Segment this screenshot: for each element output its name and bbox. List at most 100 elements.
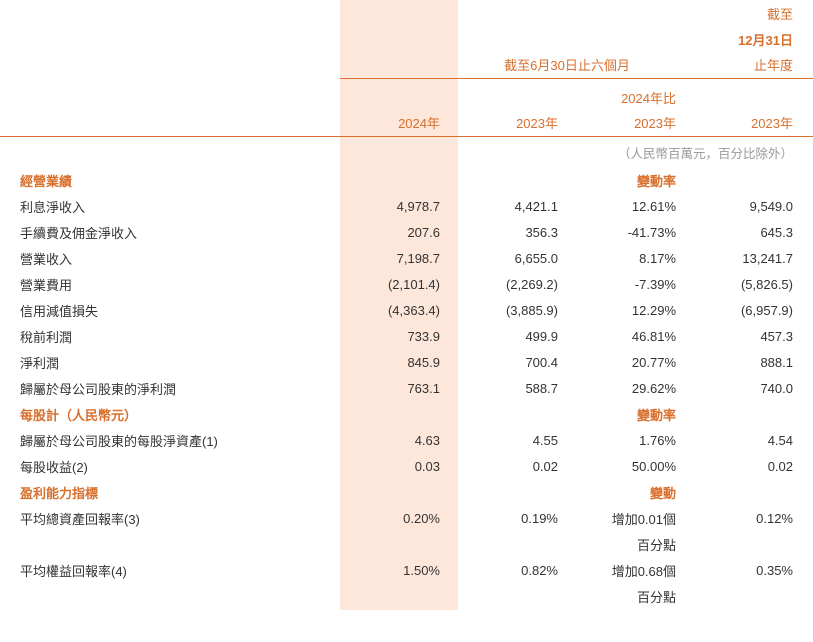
row-c4: 645.3 [694,220,813,246]
row-label: 利息淨收入 [0,194,340,220]
header-row-4: 2024年比 [0,84,813,110]
header-row-3: 截至6月30日止六個月 止年度 [0,52,813,78]
row-label: 歸屬於母公司股東的每股淨資產(1) [0,428,340,454]
row-c1: 4,978.7 [340,194,458,220]
row-c1: 7,198.7 [340,246,458,272]
table-row: 稅前利潤 733.9 499.9 46.81% 457.3 [0,324,813,350]
year-end-header-line2: 12月31日 [694,26,813,52]
row-c2: 4,421.1 [458,194,576,220]
row-label: 稅前利潤 [0,324,340,350]
row-c2: (3,885.9) [458,298,576,324]
row-c4: 13,241.7 [694,246,813,272]
section1-header-row: 經營業績 變動率 [0,168,813,194]
row-c4: 9,549.0 [694,194,813,220]
col3-header-line2: 2023年 [576,110,694,136]
table-row: 營業收入 7,198.7 6,655.0 8.17% 13,241.7 [0,246,813,272]
table-row: 歸屬於母公司股東的淨利潤 763.1 588.7 29.62% 740.0 [0,376,813,402]
row-c3b: 百分點 [576,532,694,558]
row-c4: 4.54 [694,428,813,454]
table-row: 歸屬於母公司股東的每股淨資產(1) 4.63 4.55 1.76% 4.54 [0,428,813,454]
table-row: 營業費用 (2,101.4) (2,269.2) -7.39% (5,826.5… [0,272,813,298]
table-row: 信用減值損失 (4,363.4) (3,885.9) 12.29% (6,957… [0,298,813,324]
header-row-1: 截至 [0,0,813,26]
row-c3: 29.62% [576,376,694,402]
table-row-continuation: 百分點 [0,584,813,610]
row-c1: 763.1 [340,376,458,402]
row-c3a: 增加0.68個 [576,558,694,584]
section3-title: 盈利能力指標 [0,480,340,506]
row-label: 淨利潤 [0,350,340,376]
row-c1: (2,101.4) [340,272,458,298]
row-c1: (4,363.4) [340,298,458,324]
row-c3: 1.76% [576,428,694,454]
section1-title: 經營業績 [0,168,340,194]
row-c1: 0.03 [340,454,458,480]
row-c4: 0.02 [694,454,813,480]
section2-title: 每股計（人民幣元） [0,402,340,428]
header-row-2: 12月31日 [0,26,813,52]
row-c3: 20.77% [576,350,694,376]
row-c1: 845.9 [340,350,458,376]
row-c2: 6,655.0 [458,246,576,272]
row-label: 每股收益(2) [0,454,340,480]
row-c4: (5,826.5) [694,272,813,298]
row-label: 平均總資產回報率(3) [0,506,340,532]
row-c2: 4.55 [458,428,576,454]
table-row: 利息淨收入 4,978.7 4,421.1 12.61% 9,549.0 [0,194,813,220]
row-c1: 0.20% [340,506,458,532]
section2-header-row: 每股計（人民幣元） 變動率 [0,402,813,428]
row-c3: -7.39% [576,272,694,298]
row-c2: 700.4 [458,350,576,376]
financial-table-container: 截至 12月31日 截至6月30日止六個月 止年度 2024年比 2024年 2… [0,0,813,610]
header-row-5: 2024年 2023年 2023年 2023年 [0,110,813,136]
row-c1: 4.63 [340,428,458,454]
row-label: 信用減值損失 [0,298,340,324]
row-c4: 888.1 [694,350,813,376]
row-c3b: 百分點 [576,584,694,610]
row-c4: (6,957.9) [694,298,813,324]
row-c3: 50.00% [576,454,694,480]
row-c3: 46.81% [576,324,694,350]
section3-change-label: 變動 [576,480,694,506]
row-c3: 12.29% [576,298,694,324]
row-c2: 588.7 [458,376,576,402]
table-row: 手續費及佣金淨收入 207.6 356.3 -41.73% 645.3 [0,220,813,246]
row-c1: 1.50% [340,558,458,584]
row-c4: 0.35% [694,558,813,584]
table-row: 平均總資產回報率(3) 0.20% 0.19% 增加0.01個 0.12% [0,506,813,532]
section2-change-label: 變動率 [576,402,694,428]
row-label: 歸屬於母公司股東的淨利潤 [0,376,340,402]
row-label: 平均權益回報率(4) [0,558,340,584]
row-c2: 499.9 [458,324,576,350]
col2-header: 2023年 [458,110,576,136]
section1-change-label: 變動率 [576,168,694,194]
col3-header-line1: 2024年比 [576,84,694,110]
row-c3: -41.73% [576,220,694,246]
row-c4: 457.3 [694,324,813,350]
row-c3a: 增加0.01個 [576,506,694,532]
unit-row: （人民幣百萬元，百分比除外） [0,136,813,168]
year-end-header-line3: 止年度 [694,52,813,78]
row-c1: 733.9 [340,324,458,350]
table-row: 淨利潤 845.9 700.4 20.77% 888.1 [0,350,813,376]
row-c2: 356.3 [458,220,576,246]
table-row: 每股收益(2) 0.03 0.02 50.00% 0.02 [0,454,813,480]
row-c2: 0.82% [458,558,576,584]
unit-note: （人民幣百萬元，百分比除外） [458,136,813,168]
row-label: 營業收入 [0,246,340,272]
row-c3: 8.17% [576,246,694,272]
col1-header: 2024年 [340,110,458,136]
financial-table: 截至 12月31日 截至6月30日止六個月 止年度 2024年比 2024年 2… [0,0,813,610]
row-c1: 207.6 [340,220,458,246]
section3-header-row: 盈利能力指標 變動 [0,480,813,506]
row-c4: 0.12% [694,506,813,532]
table-row: 平均權益回報率(4) 1.50% 0.82% 增加0.68個 0.35% [0,558,813,584]
row-c3: 12.61% [576,194,694,220]
row-c2: 0.02 [458,454,576,480]
row-label: 營業費用 [0,272,340,298]
row-c2: (2,269.2) [458,272,576,298]
col4-header: 2023年 [694,110,813,136]
table-row-continuation: 百分點 [0,532,813,558]
year-end-header-line1: 截至 [694,0,813,26]
six-month-header: 截至6月30日止六個月 [458,52,694,78]
